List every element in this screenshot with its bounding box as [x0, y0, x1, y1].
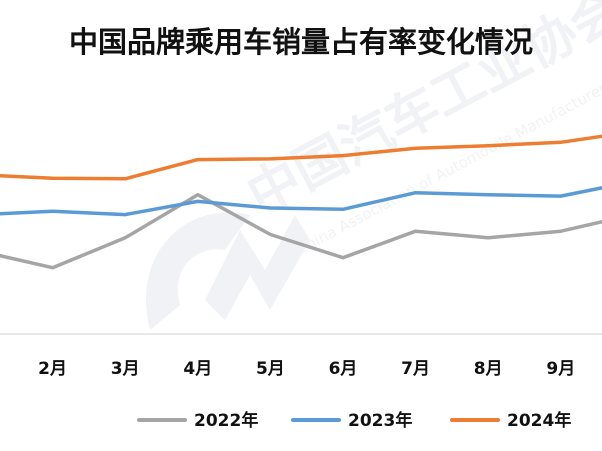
watermark-logo-mark-2 [205, 215, 310, 320]
series-line-2024 [0, 134, 602, 181]
x-tick-label: 7月 [401, 359, 430, 379]
legend: 2022年 2023年 2024年 [137, 410, 571, 431]
x-tick-label: 8月 [474, 359, 503, 379]
watermark-logo-mark [146, 212, 250, 330]
legend-label-2023: 2023年 [348, 410, 412, 431]
x-tick-label: 6月 [329, 359, 358, 379]
x-tick-label: 4月 [183, 359, 212, 379]
series-line-2023 [0, 186, 602, 217]
x-axis-ticks: 2月 3月 4月 5月 6月 7月 8月 9月 [38, 359, 575, 379]
x-tick-label: 3月 [111, 359, 140, 379]
legend-label-2022: 2022年 [194, 410, 258, 431]
series-layer [0, 134, 602, 270]
series-line-2022 [0, 192, 602, 270]
x-tick-label: 9月 [546, 359, 575, 379]
x-tick-label: 2月 [38, 359, 67, 379]
x-tick-label: 5月 [256, 359, 285, 379]
chart-title: 中国品牌乘用车销量占有率变化情况 [69, 25, 533, 59]
legend-label-2024: 2024年 [507, 410, 571, 431]
